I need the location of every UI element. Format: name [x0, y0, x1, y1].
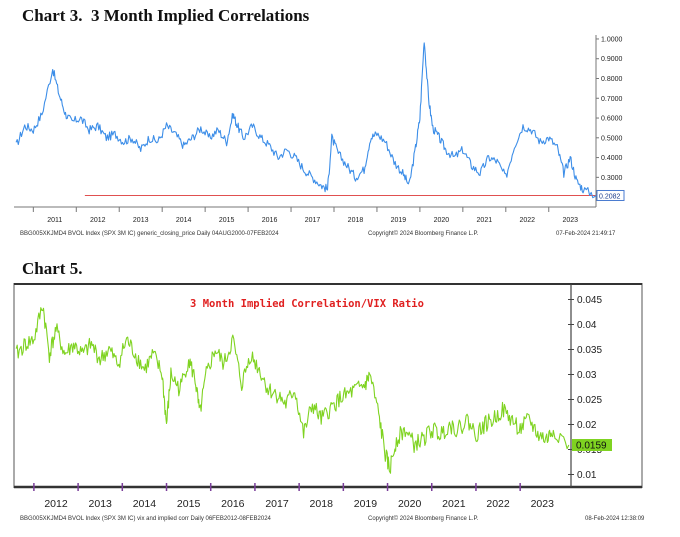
chart1-last-value-badge: [596, 189, 625, 201]
chart1-footer-copyright: Copyright© 2024 Bloomberg Finance L.P.: [368, 230, 479, 237]
chart1-y-tick-label: 0.9000: [601, 56, 623, 63]
chart2-y-tick-label: 0.01: [577, 470, 597, 481]
chart1-x-tick-label: 2015: [219, 217, 235, 224]
chart2-footer-source: BBG005XKJMD4 BVOL Index (SPX 3M IC) vix …: [20, 516, 272, 522]
chart2-frame: [13, 283, 643, 488]
chart2-y-tick-label: 0.02: [577, 420, 597, 431]
chart2-y-tick-label: 0.03: [577, 370, 597, 381]
chart1-x-tick-label: 2019: [391, 217, 407, 224]
chart2-x-tick-label: 2018: [310, 498, 334, 510]
chart2-x-tick-label: 2022: [486, 498, 510, 510]
chart1-x-tick-label: 2011: [47, 217, 62, 224]
chart1-x-tick-label: 2020: [434, 217, 450, 224]
chart2-y-tick-label: 0.04: [577, 320, 597, 331]
chart1-correlation-series-line: [15, 42, 597, 199]
chart2-y-tick-label: 0.045: [577, 295, 602, 306]
chart1-x-tick-label: 2021: [477, 217, 493, 224]
chart2-y-tick-label: 0.035: [577, 345, 602, 356]
chart2-ratio-series-line: [15, 307, 570, 474]
chart2-footer-copyright: Copyright© 2024 Bloomberg Finance L.P.: [368, 515, 479, 522]
chart2-last-value-badge: [572, 439, 612, 451]
chart1-y-tick-label: 0.7000: [601, 96, 623, 103]
chart1-x-tick-label: 2012: [90, 217, 106, 224]
chart2-x-tick-label: 2019: [354, 498, 378, 510]
chart1-y-tick-label: 0.3000: [601, 175, 623, 182]
chart2-y-tick-label: 0.025: [577, 395, 602, 406]
chart2-last-value-label: 0.0159: [576, 441, 607, 452]
chart1-y-tick-label: 1.0000: [601, 36, 623, 43]
chart1-x-tick-label: 2023: [562, 217, 578, 224]
chart2-x-tick-label: 2017: [265, 498, 289, 510]
correlation-vix-ratio-chart: 3 Month Implied Correlation/VIX Ratio 20…: [13, 283, 645, 522]
chart2-x-tick-label: 2021: [442, 498, 466, 510]
chart1-y-tick-label: 0.6000: [601, 116, 623, 123]
chart2-x-tick-label: 2012: [44, 498, 68, 510]
chart1-x-tick-label: 2017: [305, 217, 321, 224]
chart2-x-tick-label: 2014: [133, 498, 157, 510]
chart1-y-tick-label: 0.8000: [601, 76, 623, 83]
chart2-x-tick-label: 2023: [531, 498, 555, 510]
chart1-y-tick-label: 0.4000: [601, 155, 623, 162]
chart1-footer-source: BBG005XKJMD4 BVOL Index (SPX 3M IC) gene…: [20, 231, 279, 237]
chart1-x-tick-label: 2018: [348, 217, 364, 224]
chart3-heading: Chart 3. 3 Month Implied Correlations: [22, 6, 310, 25]
chart1-y-tick-label: 0.5000: [601, 135, 623, 142]
chart1-last-value-label: 0.2082: [599, 193, 621, 200]
chart5-heading: Chart 5.: [22, 259, 83, 278]
chart1-x-tick-label: 2014: [176, 217, 192, 224]
chart2-title: 3 Month Implied Correlation/VIX Ratio: [190, 298, 424, 310]
chart1-x-tick-label: 2022: [519, 217, 535, 224]
chart1-x-tick-label: 2013: [133, 217, 149, 224]
chart2-x-tick-label: 2013: [89, 498, 113, 510]
implied-correlation-chart: 2011 2012 2013 2014 2015 2016 2017 2018 2019 2020…: [14, 35, 625, 237]
chart2-x-tick-label: 2015: [177, 498, 201, 510]
chart1-x-tick-label: 2016: [262, 217, 278, 224]
chart2-x-tick-label: 2016: [221, 498, 245, 510]
chart1-footer-timestamp: 07-Feb-2024 21:49:17: [556, 231, 616, 237]
chart2-footer-timestamp: 08-Feb-2024 12:38:09: [585, 516, 645, 522]
chart2-x-tick-label: 2020: [398, 498, 422, 510]
chart1-plot-area: [14, 35, 596, 207]
